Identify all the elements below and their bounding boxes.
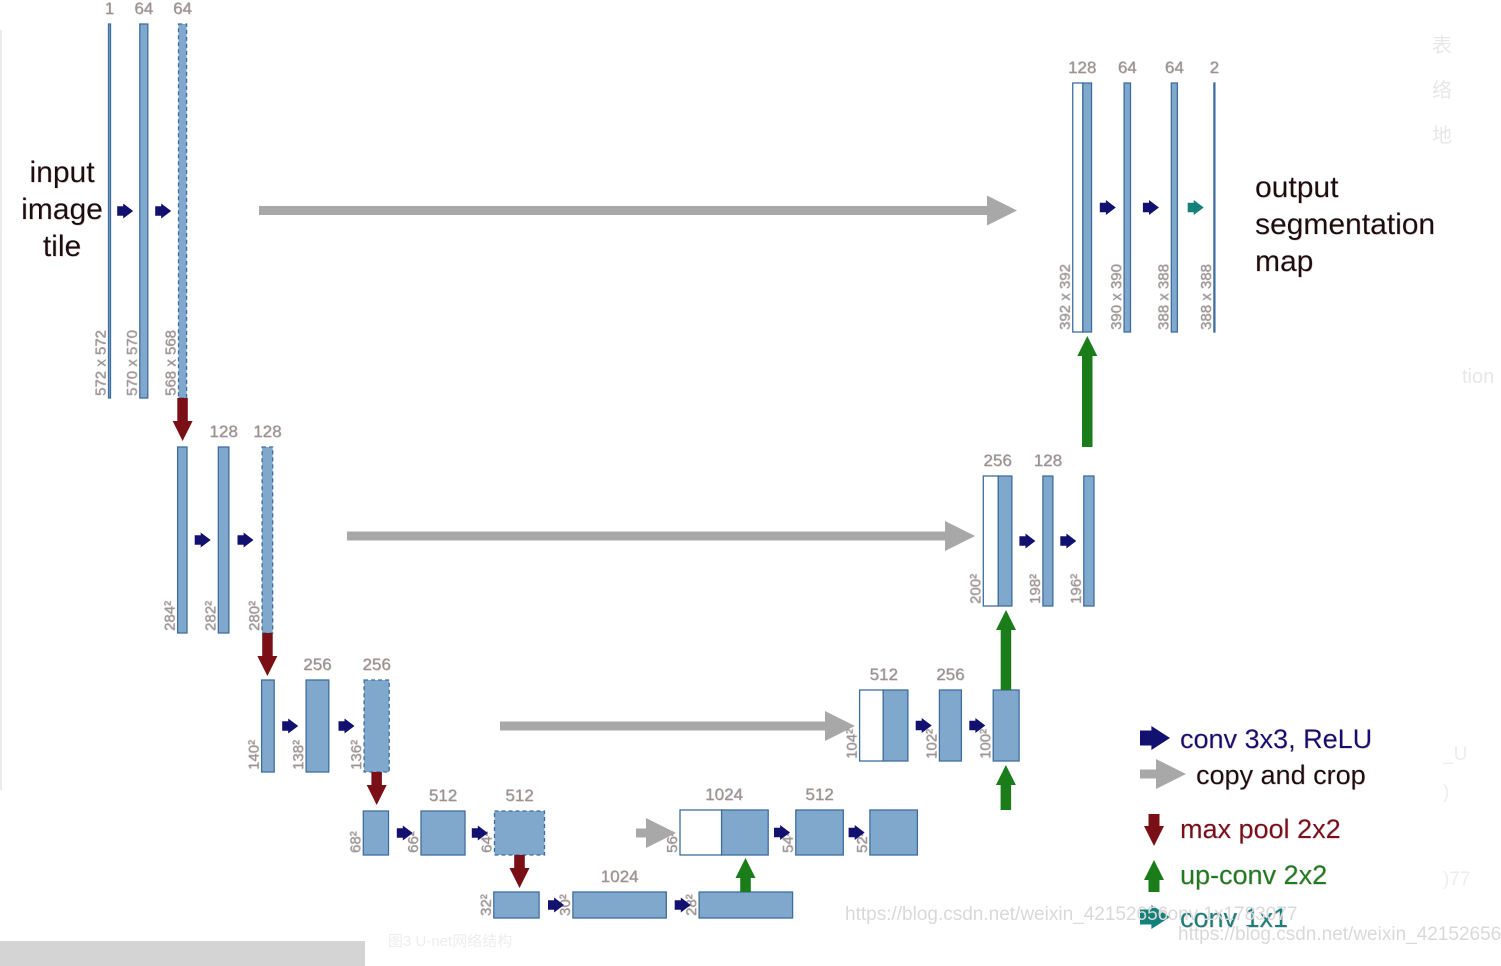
svg-text:image: image — [21, 193, 103, 226]
svg-text:conv 1x1783077: conv 1x1783077 — [1158, 904, 1297, 925]
svg-text:max pool 2x2: max pool 2x2 — [1180, 814, 1341, 844]
svg-text:140²: 140² — [246, 740, 263, 770]
svg-text:1: 1 — [105, 0, 114, 18]
svg-text:102²: 102² — [923, 729, 940, 759]
svg-text:280²: 280² — [246, 601, 263, 631]
svg-text:572 x 572: 572 x 572 — [93, 330, 110, 396]
svg-text:128: 128 — [1068, 58, 1096, 77]
svg-text:104²: 104² — [844, 729, 861, 759]
svg-text:input: input — [29, 156, 95, 189]
svg-text:128: 128 — [1034, 451, 1062, 470]
svg-text:https://blog.csdn.net/weixin_4: https://blog.csdn.net/weixin_42152656 — [1178, 924, 1501, 945]
svg-text:256: 256 — [362, 655, 390, 674]
svg-text:表: 表 — [1432, 34, 1452, 57]
svg-text:64: 64 — [173, 0, 192, 18]
svg-text:)77: )77 — [1443, 869, 1470, 890]
svg-text:284²: 284² — [162, 601, 179, 631]
svg-text:32²: 32² — [478, 894, 495, 916]
svg-text:): ) — [1443, 782, 1449, 803]
svg-text:地: 地 — [1432, 124, 1452, 147]
svg-text:络: 络 — [1432, 79, 1452, 102]
svg-text:570 x 570: 570 x 570 — [124, 330, 141, 396]
svg-text:https://blog.csdn.net/weixin_4: https://blog.csdn.net/weixin_42152656 — [845, 904, 1168, 925]
svg-text:100²: 100² — [977, 729, 994, 759]
svg-text:64: 64 — [1118, 58, 1137, 77]
svg-text:图3 U-net网络结构: 图3 U-net网络结构 — [388, 933, 512, 950]
svg-text:64: 64 — [1165, 58, 1184, 77]
svg-text:128: 128 — [209, 422, 237, 441]
svg-text:568 x 568: 568 x 568 — [163, 330, 180, 396]
svg-text:200²: 200² — [967, 574, 984, 604]
svg-text:1024: 1024 — [601, 867, 639, 886]
svg-text:第二部分: 第二部分 — [0, 186, 4, 230]
svg-text:256: 256 — [936, 665, 964, 684]
svg-text:segmentation: segmentation — [1255, 208, 1435, 241]
svg-text:388 x 388: 388 x 388 — [1198, 264, 1215, 330]
svg-text:tile: tile — [43, 230, 81, 263]
svg-text:up-conv 2x2: up-conv 2x2 — [1180, 860, 1327, 890]
svg-text:256: 256 — [303, 655, 331, 674]
svg-text:map: map — [1255, 245, 1313, 278]
svg-text:256: 256 — [983, 451, 1011, 470]
svg-text:2: 2 — [1210, 58, 1219, 77]
svg-text:282²: 282² — [202, 601, 219, 631]
svg-text:1024: 1024 — [705, 785, 743, 804]
svg-text:198²: 198² — [1027, 574, 1044, 604]
svg-text:output: output — [1255, 171, 1339, 204]
svg-text:138²: 138² — [290, 740, 307, 770]
svg-text:64: 64 — [134, 0, 153, 18]
svg-text:512: 512 — [870, 665, 898, 684]
svg-text:512: 512 — [805, 785, 833, 804]
svg-text:copy and crop: copy and crop — [1196, 760, 1366, 790]
svg-text:390 x 390: 390 x 390 — [1108, 264, 1125, 330]
svg-text:conv 3x3, ReLU: conv 3x3, ReLU — [1180, 724, 1372, 754]
svg-text:136²: 136² — [348, 740, 365, 770]
svg-text:196²: 196² — [1068, 574, 1085, 604]
svg-text:_U: _U — [1442, 744, 1467, 765]
svg-text:388 x 388: 388 x 388 — [1155, 264, 1172, 330]
svg-text:512: 512 — [429, 786, 457, 805]
svg-text:128: 128 — [253, 422, 281, 441]
svg-text:512: 512 — [505, 786, 533, 805]
svg-text:68²: 68² — [347, 831, 364, 853]
svg-text:tion: tion — [1462, 366, 1494, 388]
svg-text:392 x 392: 392 x 392 — [1057, 264, 1074, 330]
